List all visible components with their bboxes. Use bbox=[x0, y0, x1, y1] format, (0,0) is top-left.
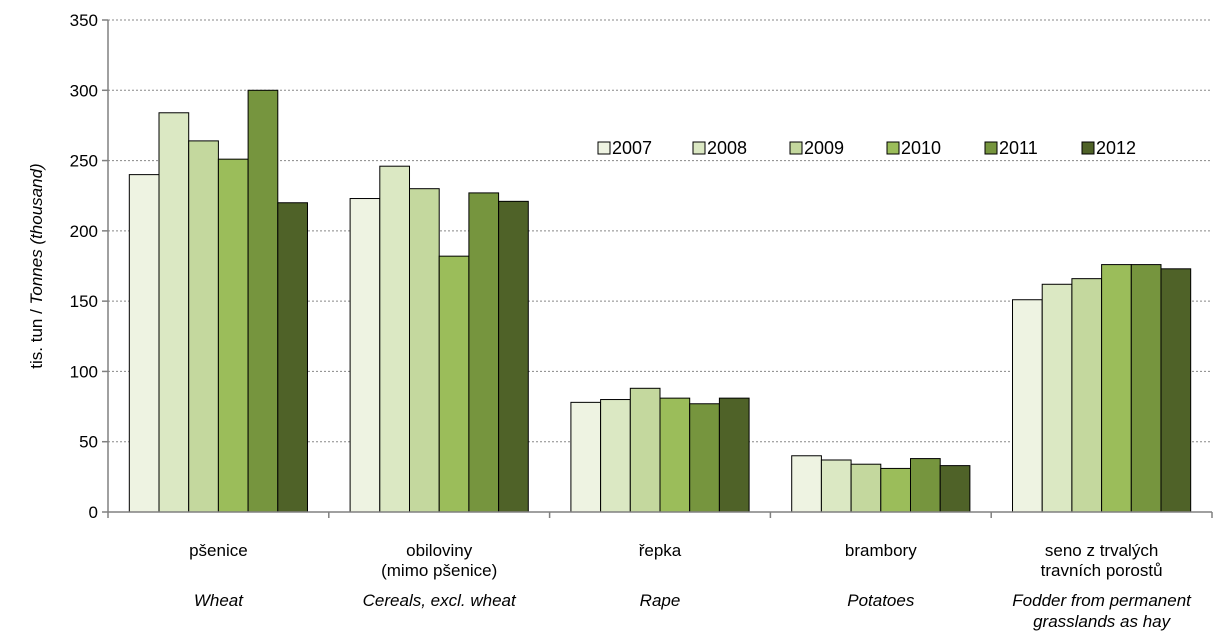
bar-2007-0 bbox=[128, 174, 160, 513]
legend-label-2010: 2010 bbox=[901, 138, 941, 158]
bar-2008-0 bbox=[158, 112, 190, 513]
bar-2012-4 bbox=[1160, 268, 1192, 513]
bar-2009-2 bbox=[629, 387, 661, 513]
category-label-en: Cereals, excl. wheat bbox=[363, 591, 517, 610]
bar-2012-2 bbox=[718, 397, 750, 513]
bar-2007-4 bbox=[1012, 299, 1043, 513]
legend-swatch-2009 bbox=[789, 141, 803, 155]
bar-2007-3 bbox=[791, 455, 822, 513]
bar-2011-1 bbox=[468, 192, 500, 513]
category-label-cz: travních porostů bbox=[1041, 561, 1163, 580]
bar-2010-0 bbox=[217, 158, 249, 513]
category-label-en: Wheat bbox=[194, 591, 244, 610]
category-label-cz: řepka bbox=[639, 541, 682, 560]
bar-2011-4 bbox=[1130, 264, 1162, 513]
legend-label-2009: 2009 bbox=[804, 138, 844, 158]
legend-label-2007: 2007 bbox=[612, 138, 652, 158]
bar-2012-3 bbox=[939, 465, 971, 513]
y-tick-label: 200 bbox=[70, 222, 98, 241]
y-tick-label: 50 bbox=[79, 433, 98, 452]
legend-label-2012: 2012 bbox=[1096, 138, 1136, 158]
bar-2008-4 bbox=[1041, 283, 1073, 513]
y-axis-label-plain: tis. tun / bbox=[27, 304, 46, 368]
bar-2008-2 bbox=[600, 399, 631, 513]
y-tick-label: 350 bbox=[70, 11, 98, 30]
bar-2010-3 bbox=[880, 467, 911, 513]
y-axis-label: tis. tun / Tonnes (thousand) bbox=[27, 163, 46, 368]
bar-2008-1 bbox=[379, 165, 411, 513]
bar-2009-0 bbox=[188, 140, 219, 513]
y-tick-label: 150 bbox=[70, 292, 98, 311]
bar-2009-1 bbox=[409, 188, 440, 513]
legend: 2007 2008 2009 2010 2011 2012 bbox=[597, 138, 1136, 158]
bar-2009-4 bbox=[1071, 278, 1103, 513]
bars bbox=[128, 89, 1192, 513]
category-label-cz: obiloviny bbox=[406, 541, 473, 560]
bar-2007-1 bbox=[349, 198, 381, 513]
legend-swatch-2012 bbox=[1081, 141, 1095, 155]
bar-2010-2 bbox=[659, 397, 691, 513]
bar-2012-1 bbox=[498, 200, 529, 513]
bar-2008-3 bbox=[820, 459, 852, 513]
x-category-labels: pšenice Wheat obiloviny(mimo pšenice) Cerea… bbox=[189, 541, 1192, 631]
y-tick-labels: 0 50 100 150 200 250 300 350 bbox=[70, 11, 98, 522]
category-label-en: grasslands as hay bbox=[1033, 612, 1172, 631]
category-label-cz: seno z trvalých bbox=[1045, 541, 1158, 560]
axes bbox=[102, 19, 1213, 518]
legend-swatch-2010 bbox=[886, 141, 900, 155]
category-label-en: Potatoes bbox=[847, 591, 915, 610]
y-tick-label: 300 bbox=[70, 81, 98, 100]
bar-2012-0 bbox=[277, 202, 308, 513]
y-axis-label-italic: Tonnes (thousand) bbox=[27, 163, 46, 304]
category-label-cz: pšenice bbox=[189, 541, 248, 560]
category-label-cz: (mimo pšenice) bbox=[381, 561, 497, 580]
bar-2011-0 bbox=[247, 89, 279, 513]
bar-2007-2 bbox=[570, 401, 602, 513]
legend-label-2008: 2008 bbox=[707, 138, 747, 158]
bar-2011-3 bbox=[909, 458, 941, 513]
y-tick-label: 250 bbox=[70, 152, 98, 171]
bar-2009-3 bbox=[850, 463, 882, 513]
legend-swatch-2007 bbox=[597, 141, 611, 155]
y-tick-label: 0 bbox=[89, 503, 98, 522]
bar-2011-2 bbox=[689, 403, 720, 513]
legend-swatch-2008 bbox=[692, 141, 706, 155]
bar-2010-4 bbox=[1101, 264, 1132, 513]
legend-label-2011: 2011 bbox=[999, 138, 1038, 158]
y-tick-label: 100 bbox=[70, 362, 98, 381]
category-label-en: Rape bbox=[640, 591, 681, 610]
bar-2010-1 bbox=[438, 255, 470, 513]
category-label-en: Fodder from permanent bbox=[1012, 591, 1192, 610]
category-label-cz: brambory bbox=[845, 541, 917, 560]
legend-swatch-2011 bbox=[984, 141, 998, 155]
